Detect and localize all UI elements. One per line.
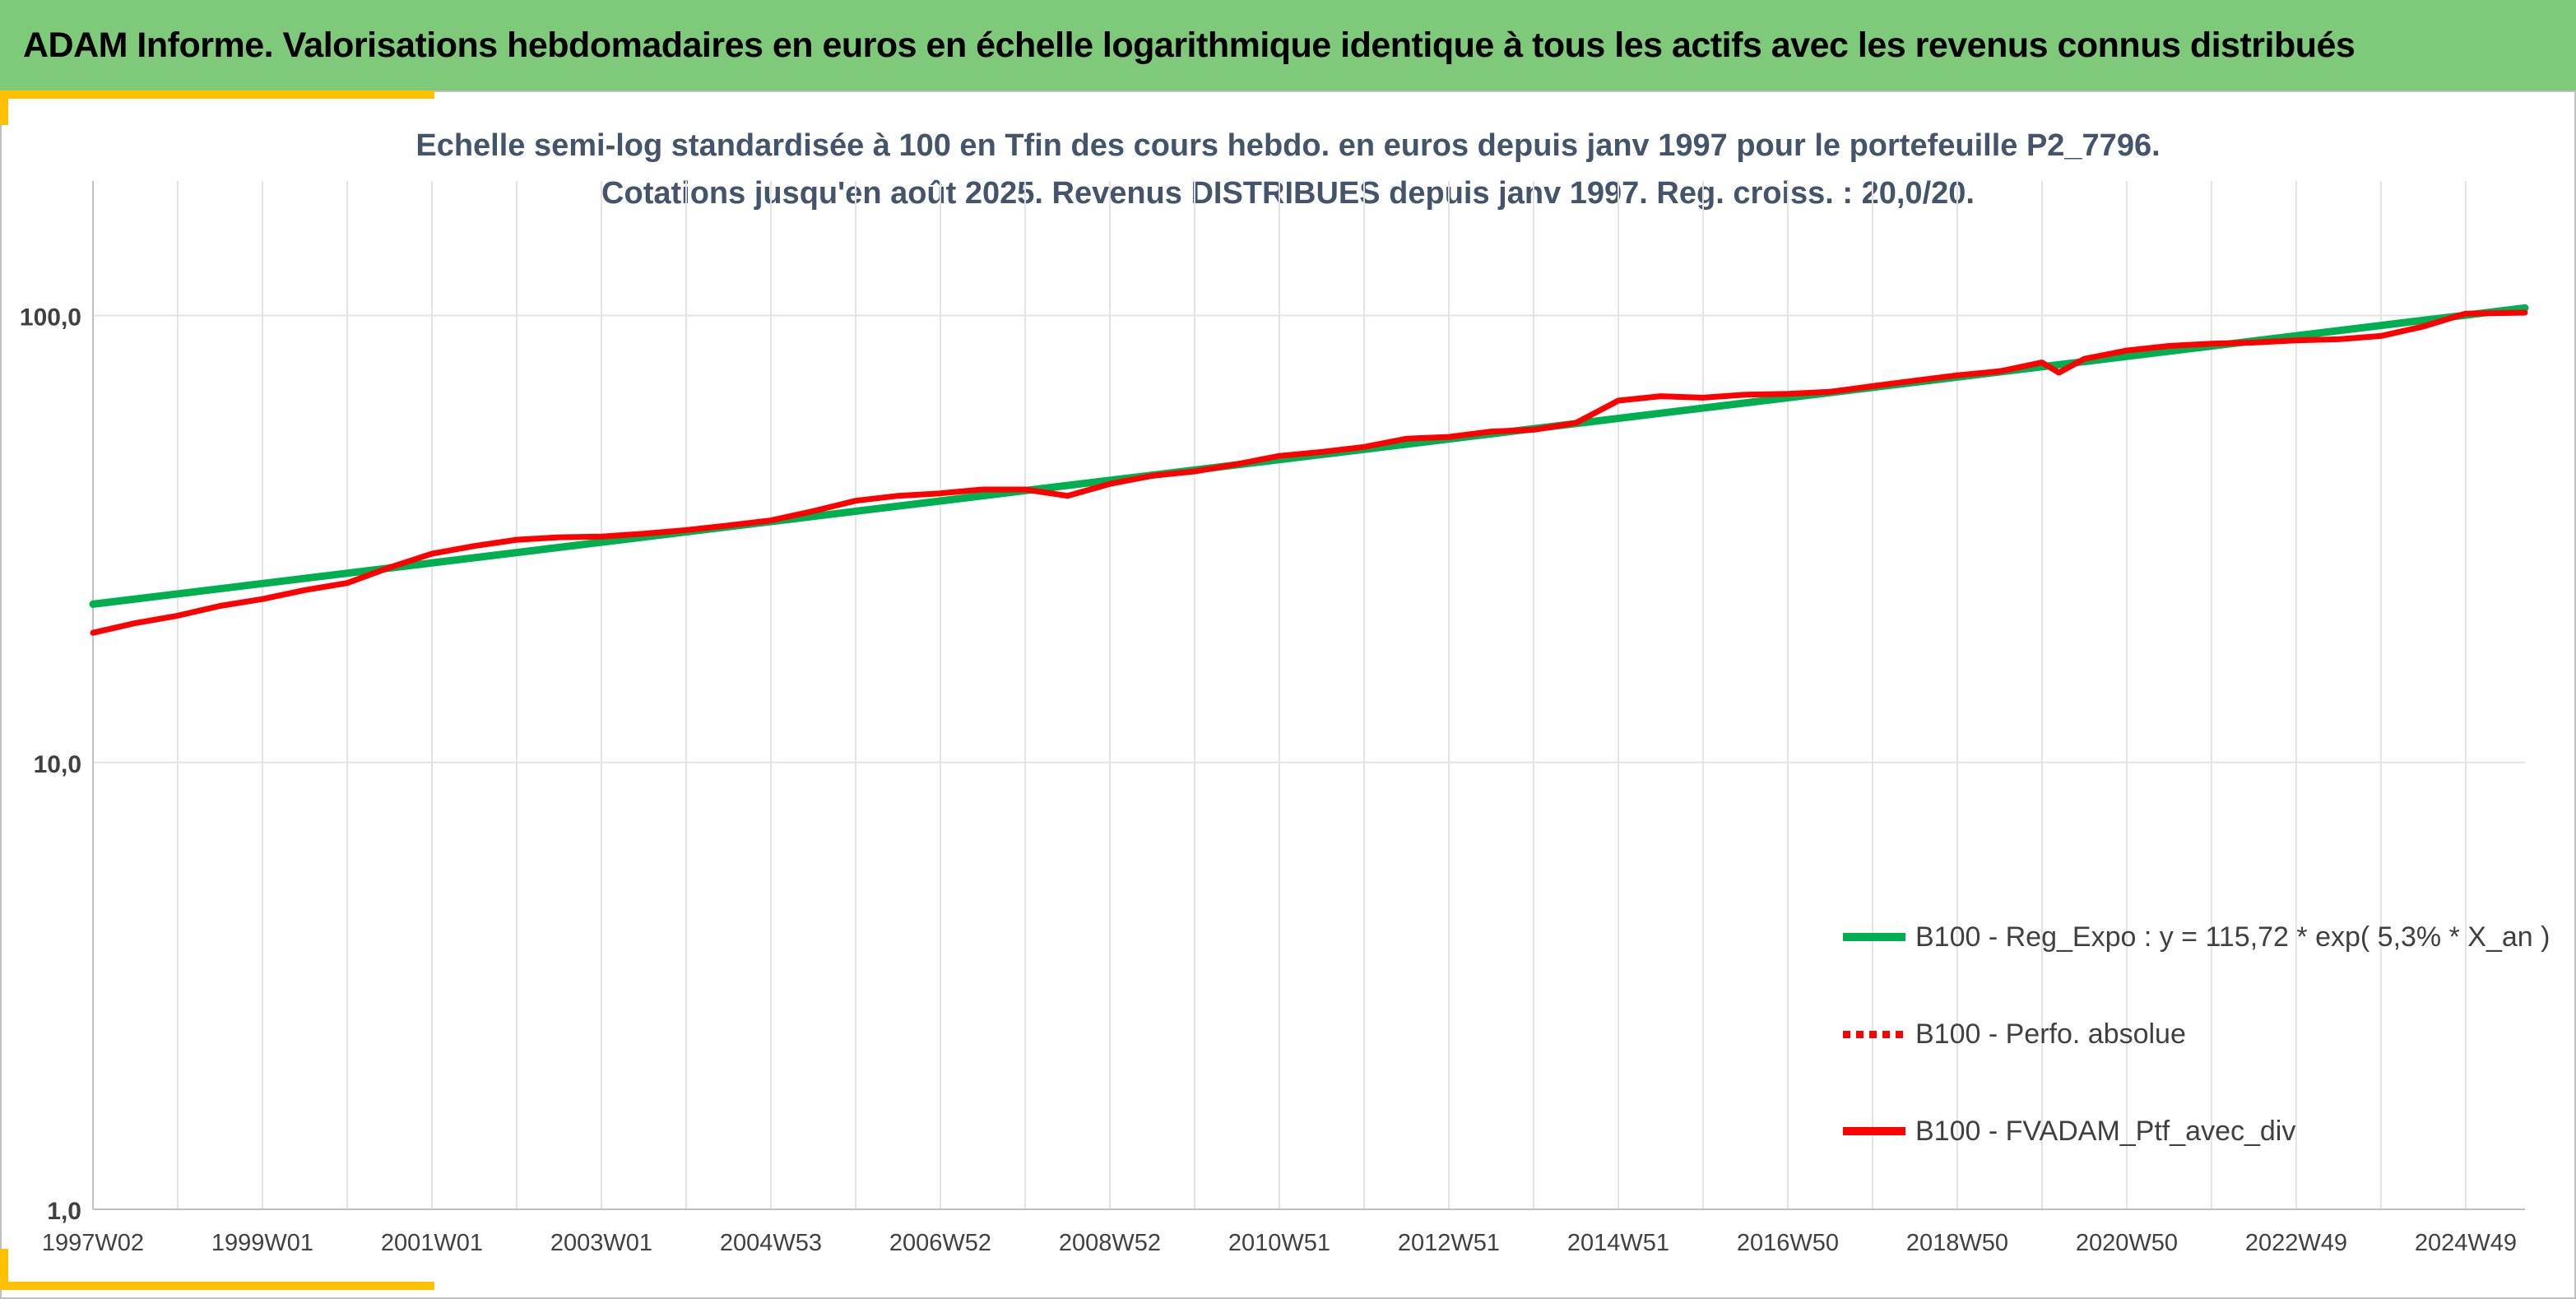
legend-item-perfo-absolue: B100 - Perfo. absolue bbox=[1843, 1010, 2550, 1058]
legend-swatch-perfo-absolue bbox=[1843, 1030, 1905, 1038]
page-title: ADAM Informe. Valorisations hebdomadaire… bbox=[23, 25, 2356, 65]
x-tick-label: 2022W49 bbox=[2245, 1230, 2347, 1256]
y-tick-label: 10,0 bbox=[34, 751, 81, 778]
legend-label-regression: B100 - Reg_Expo : y = 115,72 * exp( 5,3%… bbox=[1915, 921, 2550, 953]
chart-frame bbox=[0, 90, 2576, 1299]
x-tick-label: 2018W50 bbox=[1906, 1230, 2008, 1256]
chart-title: Echelle semi-log standardisée à 100 en T… bbox=[0, 122, 2576, 217]
x-tick-label: 2010W51 bbox=[1228, 1230, 1330, 1256]
legend-item-portfolio: B100 - FVADAM_Ptf_avec_div bbox=[1843, 1107, 2550, 1155]
x-tick-label: 1999W01 bbox=[211, 1230, 313, 1256]
x-tick-label: 2014W51 bbox=[1567, 1230, 1669, 1256]
chart-title-line-1: Echelle semi-log standardisée à 100 en T… bbox=[415, 128, 2161, 163]
legend-swatch-regression bbox=[1843, 933, 1905, 941]
x-tick-label: 2008W52 bbox=[1059, 1230, 1161, 1256]
legend-label-perfo-absolue: B100 - Perfo. absolue bbox=[1915, 1018, 2186, 1050]
legend-item-regression: B100 - Reg_Expo : y = 115,72 * exp( 5,3%… bbox=[1843, 913, 2550, 961]
x-tick-label: 2012W51 bbox=[1398, 1230, 1500, 1256]
x-tick-label: 2001W01 bbox=[381, 1230, 483, 1256]
series-line-2 bbox=[90, 309, 2528, 636]
chart-title-line-2: Cotations jusqu'en août 2025. Revenus DI… bbox=[601, 176, 1975, 211]
legend-label-portfolio: B100 - FVADAM_Ptf_avec_div bbox=[1915, 1115, 2296, 1147]
corner-accent-bottom-horizontal bbox=[0, 1282, 434, 1290]
corner-accent-top-vertical bbox=[0, 90, 8, 125]
corner-accent-bottom-vertical bbox=[0, 1249, 8, 1290]
legend: B100 - Reg_Expo : y = 115,72 * exp( 5,3%… bbox=[1843, 913, 2550, 1204]
header-banner: ADAM Informe. Valorisations hebdomadaire… bbox=[0, 0, 2576, 90]
x-tick-label: 2003W01 bbox=[550, 1230, 652, 1256]
y-tick-label: 100,0 bbox=[20, 304, 81, 332]
corner-accent-top-horizontal bbox=[0, 90, 434, 99]
x-tick-label: 2024W49 bbox=[2415, 1230, 2517, 1256]
x-tick-label: 2016W50 bbox=[1737, 1230, 1839, 1256]
x-tick-label: 2020W50 bbox=[2076, 1230, 2178, 1256]
x-tick-label: 2006W52 bbox=[889, 1230, 991, 1256]
x-tick-label: 1997W02 bbox=[42, 1230, 144, 1256]
x-tick-label: 2004W53 bbox=[720, 1230, 822, 1256]
y-tick-label: 1,0 bbox=[47, 1198, 81, 1225]
legend-swatch-portfolio bbox=[1843, 1127, 1905, 1135]
